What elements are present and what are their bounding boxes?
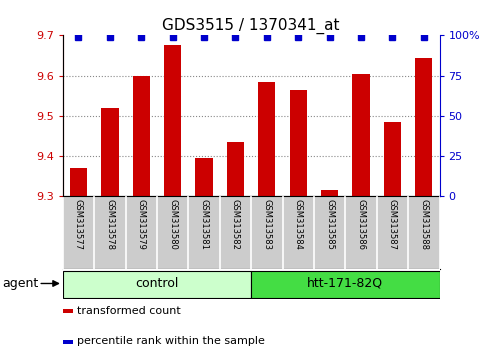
Bar	[258, 82, 275, 196]
Text: transformed count: transformed count	[77, 306, 181, 316]
Text: GSM313581: GSM313581	[199, 199, 209, 250]
Text: GSM313586: GSM313586	[356, 199, 366, 250]
Bar	[415, 58, 432, 196]
Bar	[63, 309, 73, 313]
Text: GSM313579: GSM313579	[137, 199, 146, 250]
Text: htt-171-82Q: htt-171-82Q	[307, 277, 384, 290]
Bar	[251, 270, 440, 298]
Text: GSM313580: GSM313580	[168, 199, 177, 250]
Bar	[133, 76, 150, 196]
Text: GSM313585: GSM313585	[325, 199, 334, 250]
Bar	[63, 270, 251, 298]
Text: control: control	[135, 277, 179, 290]
Bar	[384, 122, 401, 196]
Bar	[164, 45, 181, 196]
Text: percentile rank within the sample: percentile rank within the sample	[77, 336, 265, 346]
Text: GSM313578: GSM313578	[105, 199, 114, 250]
Text: agent: agent	[2, 277, 39, 290]
Text: GSM313584: GSM313584	[294, 199, 303, 250]
Bar	[70, 168, 87, 196]
Bar	[101, 108, 118, 196]
Title: GDS3515 / 1370341_at: GDS3515 / 1370341_at	[162, 18, 340, 34]
Text: GSM313577: GSM313577	[74, 199, 83, 250]
Bar	[227, 142, 244, 196]
Bar	[63, 340, 73, 344]
Bar	[353, 74, 369, 196]
Bar	[290, 90, 307, 196]
Bar	[196, 158, 213, 196]
Text: GSM313588: GSM313588	[419, 199, 428, 250]
Text: GSM313582: GSM313582	[231, 199, 240, 250]
Text: GSM313587: GSM313587	[388, 199, 397, 250]
Text: GSM313583: GSM313583	[262, 199, 271, 250]
Bar	[321, 190, 338, 196]
